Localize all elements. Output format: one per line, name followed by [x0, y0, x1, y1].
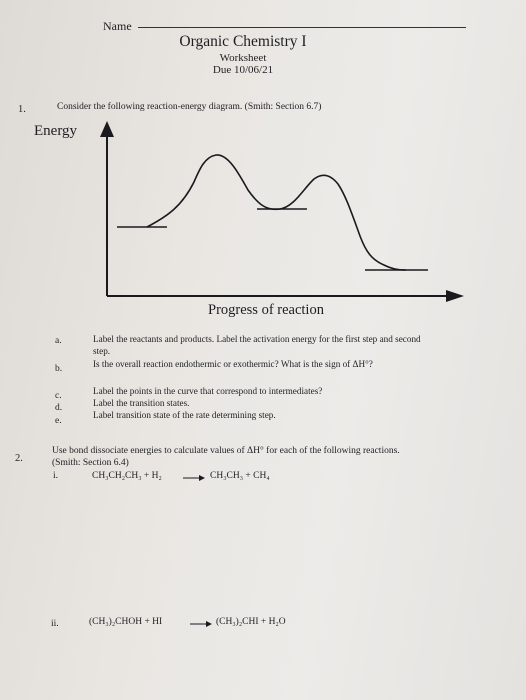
question-1-prompt: Consider the following reaction-energy d…: [57, 102, 322, 112]
part-b-text: Is the overall reaction endothermic or e…: [93, 359, 373, 369]
part-c-letter: c.: [55, 391, 62, 401]
part-a-letter: a.: [55, 336, 62, 346]
reaction-ii-label: ii.: [51, 619, 59, 629]
course-title: Organic Chemistry I: [179, 33, 307, 50]
reaction-i-products: CH₃CH₃ + CH₄: [210, 471, 270, 481]
reaction-ii-products: (CH₃)₂CHI + H₂O: [216, 617, 286, 627]
worksheet-label: Worksheet: [219, 52, 267, 64]
question-2-prompt: Use bond dissociate energies to calculat…: [52, 446, 400, 456]
name-label: Name: [103, 19, 132, 33]
question-2-section-ref: (Smith: Section 6.4): [52, 458, 129, 468]
part-e-text: Label transition state of the rate deter…: [93, 410, 276, 420]
reaction-i-arrow-icon: [183, 475, 205, 481]
part-c-text: Label the points in the curve that corre…: [93, 386, 323, 396]
part-a-text-line-1: Label the reactants and products. Label …: [93, 334, 421, 344]
x-axis-arrowhead: [446, 290, 464, 302]
part-d-letter: d.: [55, 403, 63, 413]
part-d-text: Label the transition states.: [93, 398, 190, 408]
part-a-text-line-2: step.: [93, 346, 111, 356]
progress-axis-label: Progress of reaction: [208, 302, 324, 318]
reaction-i-label: i.: [53, 471, 59, 481]
due-date: Due 10/06/21: [212, 64, 274, 76]
reaction-i-reactants: CH₃CH₂CH₃ + H₂: [92, 471, 162, 481]
question-2-number: 2.: [15, 453, 23, 464]
y-axis-arrowhead: [100, 121, 114, 137]
energy-axis-label: Energy: [34, 123, 78, 139]
name-blank-line: [138, 27, 466, 28]
part-e-letter: e.: [55, 416, 62, 426]
energy-curve: [146, 154, 407, 271]
reaction-ii-arrow-icon: [190, 621, 212, 627]
reaction-ii-reactants: (CH₃)₂CHOH + HI: [89, 617, 163, 627]
part-b-letter: b.: [55, 364, 63, 374]
question-1-number: 1.: [18, 104, 26, 115]
